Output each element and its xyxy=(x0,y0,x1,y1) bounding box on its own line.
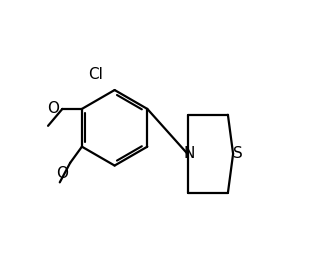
Text: N: N xyxy=(183,146,195,161)
Text: O: O xyxy=(56,166,68,181)
Text: S: S xyxy=(233,146,243,161)
Text: O: O xyxy=(47,101,59,117)
Text: Cl: Cl xyxy=(88,67,103,82)
